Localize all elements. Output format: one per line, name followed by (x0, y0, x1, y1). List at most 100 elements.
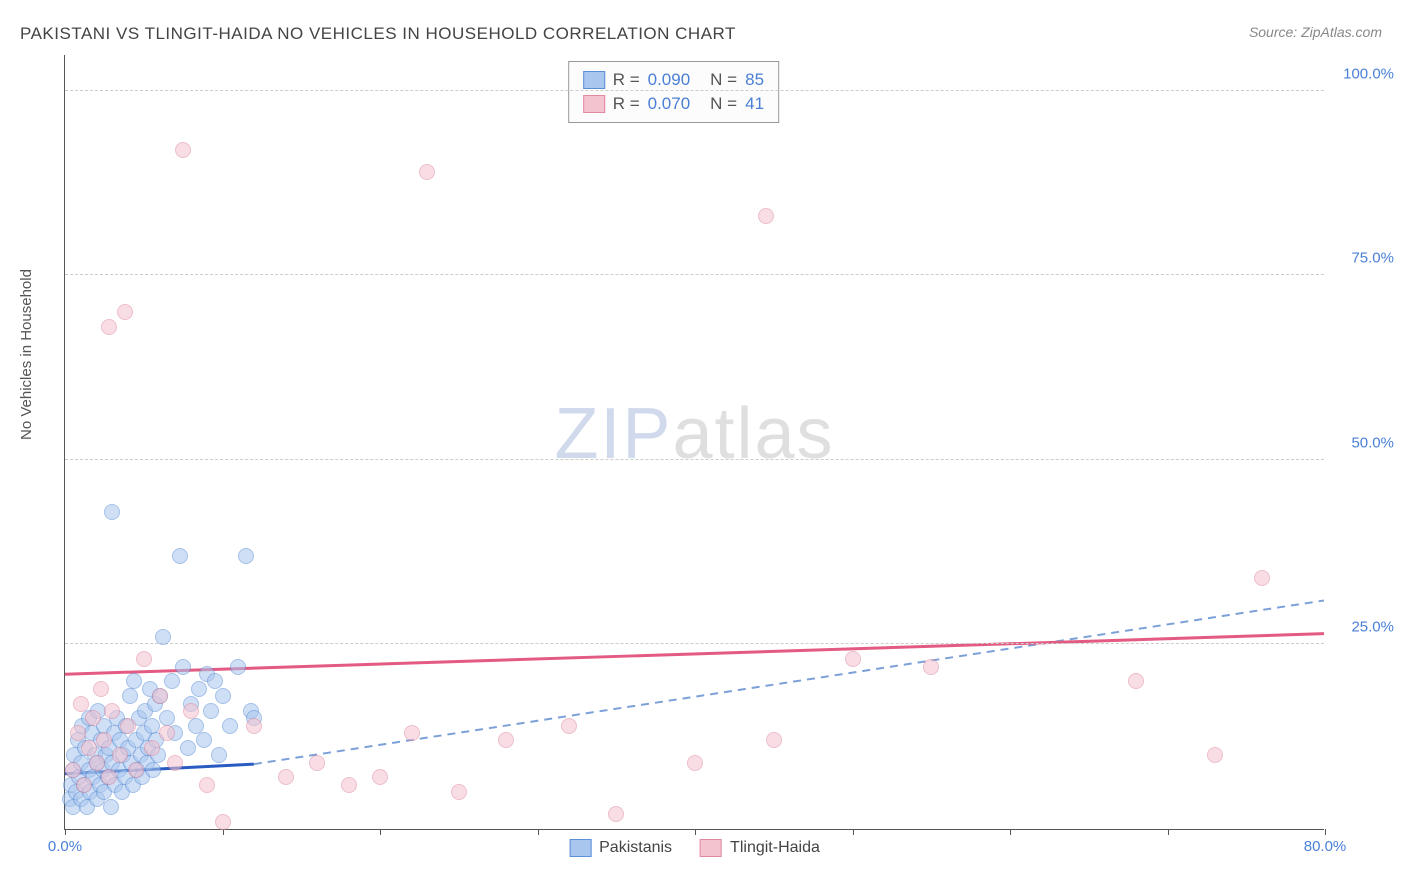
data-point (372, 769, 388, 785)
legend-n-value: 41 (745, 94, 764, 114)
legend-swatch (583, 71, 605, 89)
data-point (451, 784, 467, 800)
x-tick (65, 829, 66, 835)
watermark: ZIPatlas (554, 393, 834, 475)
x-tick (1010, 829, 1011, 835)
data-point (845, 651, 861, 667)
x-tick (380, 829, 381, 835)
legend-r-label: R = (613, 70, 640, 90)
data-point (1207, 747, 1223, 763)
gridline (65, 274, 1324, 275)
data-point (167, 755, 183, 771)
y-tick-label: 25.0% (1351, 619, 1394, 636)
watermark-atlas: atlas (672, 394, 834, 474)
data-point (93, 681, 109, 697)
x-tick-label: 0.0% (48, 838, 82, 855)
legend-swatch (700, 839, 722, 857)
legend-item: Tlingit-Haida (700, 839, 820, 857)
watermark-zip: ZIP (554, 394, 672, 474)
legend-label: Pakistanis (599, 839, 672, 857)
data-point (65, 762, 81, 778)
data-point (96, 732, 112, 748)
data-point (758, 208, 774, 224)
chart-title: PAKISTANI VS TLINGIT-HAIDA NO VEHICLES I… (20, 24, 736, 44)
data-point (199, 777, 215, 793)
data-point (175, 142, 191, 158)
data-point (498, 732, 514, 748)
source-attribution: Source: ZipAtlas.com (1249, 24, 1382, 40)
data-point (309, 755, 325, 771)
data-point (180, 740, 196, 756)
legend-row: R = 0.070 N = 41 (583, 92, 764, 116)
legend-swatch (569, 839, 591, 857)
data-point (104, 703, 120, 719)
data-point (76, 777, 92, 793)
data-point (1128, 673, 1144, 689)
data-point (175, 659, 191, 675)
data-point (215, 688, 231, 704)
data-point (89, 755, 105, 771)
chart-area: ZIPatlas R = 0.090 N = 85 R = 0.070 N = … (50, 55, 1340, 835)
legend-r-value: 0.070 (648, 94, 691, 114)
data-point (222, 718, 238, 734)
data-point (172, 548, 188, 564)
data-point (238, 548, 254, 564)
data-point (211, 747, 227, 763)
data-point (128, 762, 144, 778)
data-point (341, 777, 357, 793)
legend-n-label: N = (710, 94, 737, 114)
data-point (164, 673, 180, 689)
gridline (65, 643, 1324, 644)
data-point (215, 814, 231, 830)
data-point (152, 688, 168, 704)
x-tick (538, 829, 539, 835)
data-point (687, 755, 703, 771)
legend-item: Pakistanis (569, 839, 672, 857)
x-tick-label: 80.0% (1304, 838, 1347, 855)
data-point (159, 725, 175, 741)
data-point (191, 681, 207, 697)
data-point (112, 747, 128, 763)
legend-row: R = 0.090 N = 85 (583, 68, 764, 92)
legend-r-label: R = (613, 94, 640, 114)
y-tick-label: 100.0% (1343, 65, 1394, 82)
data-point (144, 718, 160, 734)
legend-r-value: 0.090 (648, 70, 691, 90)
data-point (561, 718, 577, 734)
data-point (203, 703, 219, 719)
data-point (246, 718, 262, 734)
legend-n-label: N = (710, 70, 737, 90)
data-point (196, 732, 212, 748)
x-tick (1168, 829, 1169, 835)
data-point (159, 710, 175, 726)
data-point (608, 806, 624, 822)
data-point (923, 659, 939, 675)
data-point (117, 304, 133, 320)
y-tick-label: 50.0% (1351, 434, 1394, 451)
plot-area: ZIPatlas R = 0.090 N = 85 R = 0.070 N = … (64, 55, 1324, 830)
data-point (70, 725, 86, 741)
data-point (126, 673, 142, 689)
data-point (188, 718, 204, 734)
y-tick-label: 75.0% (1351, 250, 1394, 267)
data-point (101, 319, 117, 335)
gridline (65, 459, 1324, 460)
y-axis-label: No Vehicles in Household (18, 269, 35, 440)
correlation-legend: R = 0.090 N = 85 R = 0.070 N = 41 (568, 61, 779, 123)
data-point (145, 762, 161, 778)
data-point (120, 718, 136, 734)
data-point (101, 769, 117, 785)
legend-swatch (583, 95, 605, 113)
data-point (183, 703, 199, 719)
x-tick (853, 829, 854, 835)
data-point (404, 725, 420, 741)
data-point (230, 659, 246, 675)
data-point (103, 799, 119, 815)
data-point (85, 710, 101, 726)
data-point (73, 696, 89, 712)
data-point (155, 629, 171, 645)
data-point (144, 740, 160, 756)
series-legend: Pakistanis Tlingit-Haida (569, 839, 820, 857)
x-tick (695, 829, 696, 835)
data-point (122, 688, 138, 704)
